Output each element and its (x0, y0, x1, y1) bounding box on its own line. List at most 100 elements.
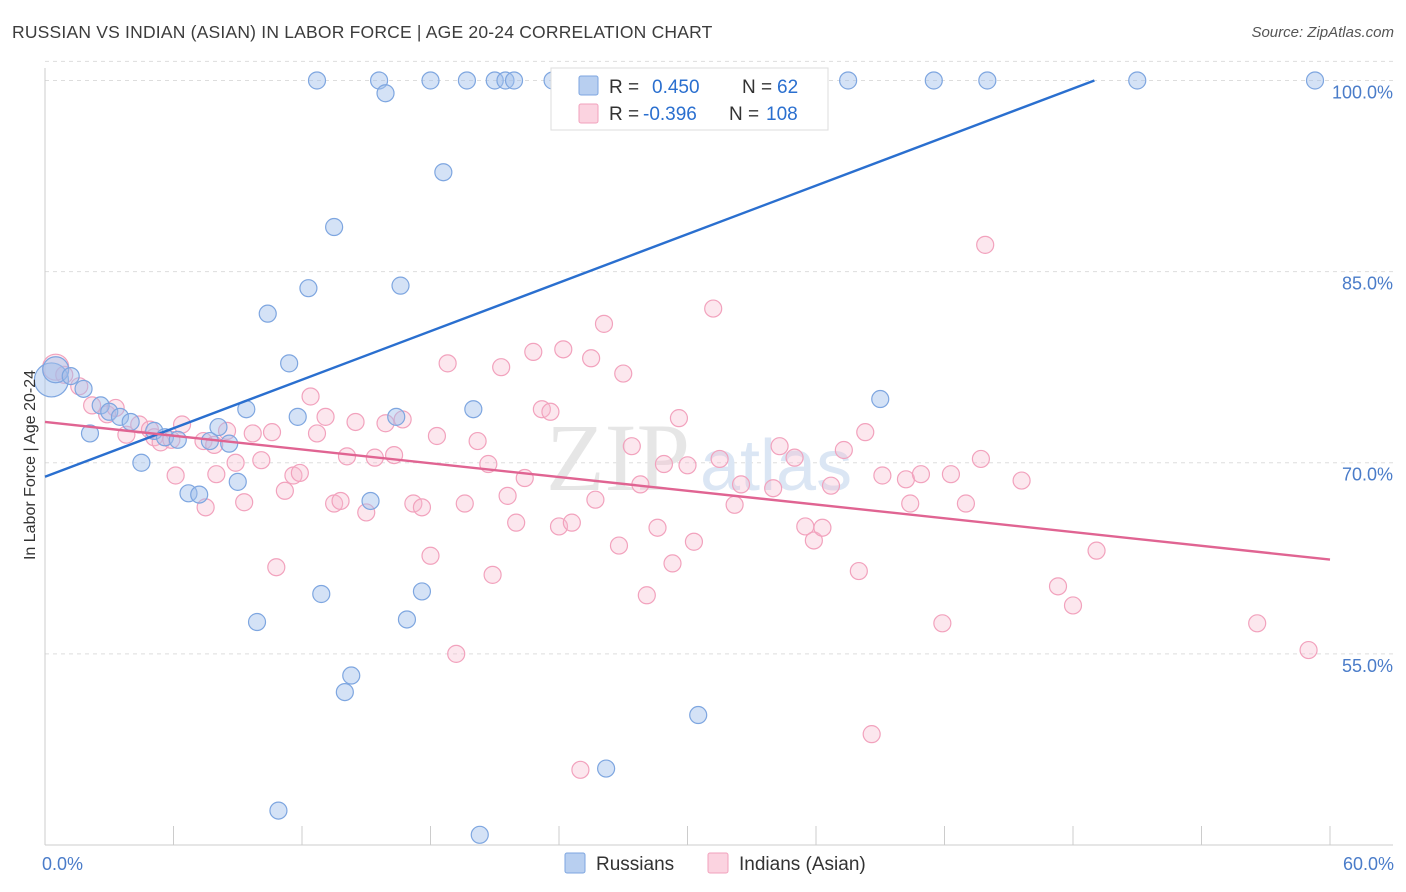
russians-point (312, 584, 331, 604)
indians-point (226, 453, 245, 472)
indians-point (582, 349, 601, 368)
indians-point (637, 586, 656, 605)
indians-point (804, 531, 823, 550)
indians-point (524, 342, 543, 361)
indians-point (1299, 640, 1318, 660)
indians-point (468, 431, 487, 451)
russians-point (1128, 71, 1147, 90)
russians-point (871, 389, 890, 409)
russians-point (220, 434, 239, 453)
russians-point (924, 71, 943, 90)
indians-point (710, 449, 729, 469)
y-tick-label: 85.0% (1342, 274, 1393, 294)
y-tick-labels: 55.0% 70.0% 85.0% 100.0% (1332, 82, 1393, 675)
indians-point (337, 447, 357, 466)
indians-point (483, 565, 502, 584)
russians-point (434, 163, 453, 182)
russians-point (190, 485, 209, 504)
indians-point (976, 235, 995, 254)
chart-title: RUSSIAN VS INDIAN (ASIAN) IN LABOR FORCE… (12, 22, 713, 42)
axes (44, 68, 1393, 846)
indians-point (571, 760, 590, 779)
indians-point (447, 644, 466, 663)
indians-r-label: R = (609, 104, 639, 125)
russians-point (247, 612, 267, 632)
indians-trend-line (44, 420, 1331, 561)
russians-r-label: R = (609, 77, 639, 98)
indians-point (821, 476, 841, 495)
russians-point (342, 666, 361, 685)
russians-point (485, 71, 504, 90)
indians-point (1087, 541, 1106, 560)
indians-point (911, 465, 931, 484)
series-legend: Russians Indians (Asian) (564, 852, 866, 875)
russians-point (280, 354, 299, 373)
indians-point (562, 513, 581, 532)
indians-legend-swatch (578, 103, 599, 124)
watermark-zip: ZIP (546, 404, 690, 511)
indians-point (933, 614, 952, 633)
x-tick-label-max: 60.0% (1343, 854, 1394, 874)
indians-point (427, 426, 447, 446)
y-tick-label: 100.0% (1332, 82, 1393, 102)
russians-point (597, 759, 616, 778)
russians-point (100, 402, 119, 421)
russians-point (80, 424, 100, 443)
indians-point (873, 466, 892, 485)
russians-point (209, 417, 228, 437)
indians-point (346, 412, 365, 432)
indians-point (455, 494, 474, 513)
indians-point (731, 475, 751, 494)
indians-point (614, 364, 633, 383)
indians-point (301, 387, 320, 406)
legend-indians-swatch (707, 852, 729, 874)
y-tick-label: 70.0% (1342, 465, 1393, 485)
indians-point (586, 490, 605, 509)
data-points (33, 71, 1325, 844)
russians-point (168, 430, 187, 449)
indians-point (704, 299, 723, 318)
indians-point (669, 409, 689, 428)
russians-trend-line (44, 79, 1095, 478)
russians-legend-swatch (578, 75, 599, 96)
russians-point (397, 610, 417, 629)
indians-point (243, 424, 262, 443)
indians-point (1063, 596, 1083, 615)
indians-point (275, 481, 294, 500)
indians-point (207, 465, 226, 484)
indians-point (663, 554, 682, 573)
indians-point (971, 449, 991, 469)
indians-point (1048, 577, 1068, 596)
indians-point (648, 518, 667, 537)
russians-point (325, 217, 344, 237)
russians-point (464, 400, 483, 419)
russians-point (110, 407, 130, 426)
trend-lines (44, 79, 1331, 561)
russians-point (391, 276, 410, 295)
indians-point (956, 494, 976, 513)
indians-point (1012, 471, 1031, 490)
russians-point (121, 412, 140, 432)
indians-point (684, 532, 704, 551)
indians-point (194, 431, 213, 451)
indians-point (404, 494, 423, 513)
russians-point (361, 491, 380, 511)
indians-point (507, 513, 526, 532)
russians-point (269, 801, 288, 820)
russians-point (376, 84, 395, 103)
indians-point (770, 437, 789, 456)
indians-point (235, 493, 254, 512)
indians-point (166, 466, 185, 485)
indians-point (376, 414, 395, 433)
indians-point (622, 437, 641, 456)
indians-point (941, 465, 961, 484)
source-credit: Source: ZipAtlas.com (1251, 24, 1394, 41)
indians-point (498, 486, 517, 505)
indians-point (678, 456, 697, 475)
russians-point (307, 71, 327, 90)
indians-point (267, 558, 286, 577)
russians-point (1305, 71, 1325, 90)
legend-indians-label: Indians (Asian) (739, 854, 866, 875)
indians-point (438, 354, 457, 373)
indians-point (262, 423, 282, 442)
